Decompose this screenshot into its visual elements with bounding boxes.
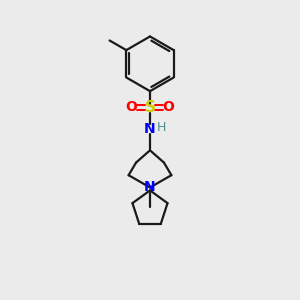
Text: N: N (144, 180, 156, 194)
Text: N: N (144, 122, 156, 136)
Text: S: S (145, 100, 155, 115)
Text: H: H (157, 121, 166, 134)
Text: O: O (126, 100, 137, 115)
Text: O: O (163, 100, 174, 115)
